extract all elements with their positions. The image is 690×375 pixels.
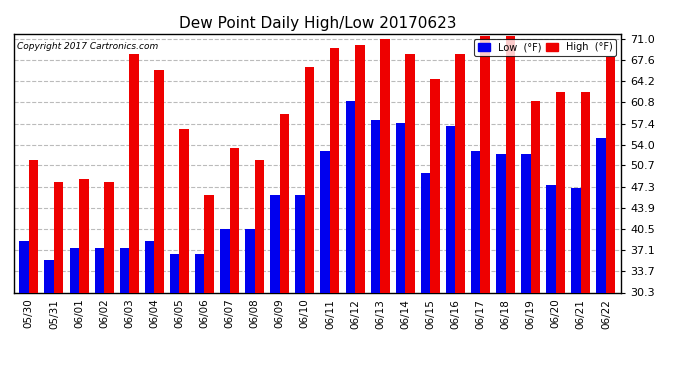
Bar	[471, 151, 480, 292]
Bar	[496, 154, 506, 292]
Bar	[129, 54, 139, 292]
Bar	[330, 48, 339, 292]
Bar	[119, 248, 129, 292]
Bar	[571, 188, 581, 292]
Bar	[395, 123, 405, 292]
Bar	[320, 151, 330, 292]
Bar	[355, 45, 364, 292]
Bar	[606, 57, 615, 292]
Bar	[44, 260, 54, 292]
Bar	[380, 39, 390, 292]
Bar	[480, 36, 490, 292]
Bar	[305, 67, 315, 292]
Bar	[245, 229, 255, 292]
Bar	[421, 173, 431, 292]
Bar	[255, 160, 264, 292]
Bar	[596, 138, 606, 292]
Bar	[295, 195, 305, 292]
Bar	[506, 36, 515, 292]
Bar	[279, 114, 289, 292]
Bar	[220, 229, 230, 292]
Bar	[531, 101, 540, 292]
Bar	[95, 248, 104, 292]
Bar	[70, 248, 79, 292]
Bar	[431, 79, 440, 292]
Bar	[270, 195, 279, 292]
Bar	[555, 92, 565, 292]
Bar	[371, 120, 380, 292]
Title: Dew Point Daily High/Low 20170623: Dew Point Daily High/Low 20170623	[179, 16, 456, 31]
Bar	[521, 154, 531, 292]
Bar	[346, 101, 355, 292]
Bar	[29, 160, 39, 292]
Bar	[581, 92, 591, 292]
Bar	[54, 182, 63, 292]
Bar	[104, 182, 114, 292]
Text: Copyright 2017 Cartronics.com: Copyright 2017 Cartronics.com	[17, 42, 158, 51]
Bar	[230, 148, 239, 292]
Bar	[195, 254, 204, 292]
Bar	[446, 126, 455, 292]
Bar	[145, 242, 155, 292]
Bar	[179, 129, 189, 292]
Bar	[170, 254, 179, 292]
Legend: Low  (°F), High  (°F): Low (°F), High (°F)	[474, 39, 616, 56]
Bar	[204, 195, 214, 292]
Bar	[79, 179, 88, 292]
Bar	[546, 185, 555, 292]
Bar	[405, 54, 415, 292]
Bar	[155, 70, 164, 292]
Bar	[455, 54, 465, 292]
Bar	[19, 242, 29, 292]
